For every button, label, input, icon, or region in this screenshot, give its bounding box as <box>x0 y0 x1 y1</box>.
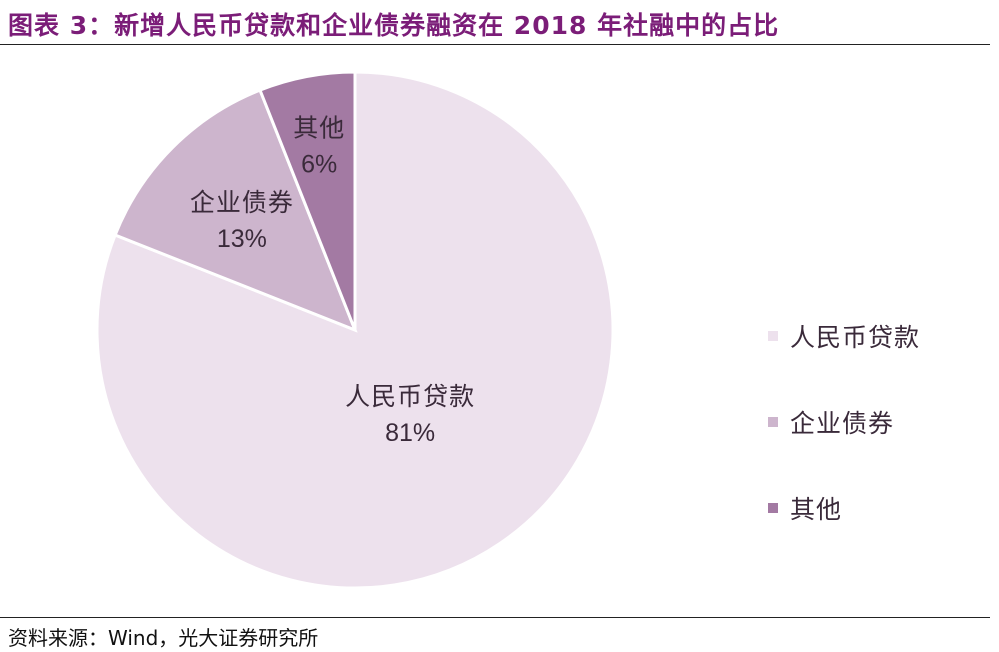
bottom-divider <box>0 617 990 618</box>
pie-labels: 人民币贷款 81% 企业债券 13% 其他 6% <box>190 113 475 447</box>
top-divider <box>0 44 990 45</box>
legend-label: 人民币贷款 <box>790 323 921 352</box>
pie-slices <box>95 70 615 590</box>
data-label-category: 企业债券 <box>190 188 294 217</box>
label-loans: 人民币贷款 81% <box>345 382 475 447</box>
data-label-category: 人民币贷款 <box>345 382 475 411</box>
chart-legend: 人民币贷款 企业债券 其他 <box>768 318 920 526</box>
legend-item-corporate-bonds: 企业债券 <box>768 404 920 440</box>
legend-swatch <box>768 331 778 341</box>
slice-corporate-bonds <box>113 88 358 333</box>
legend-item-other: 其他 <box>768 490 920 526</box>
data-label-category: 其他 <box>293 113 345 142</box>
chart-title: 图表 3：新增人民币贷款和企业债券融资在 2018 年社融中的占比 <box>8 11 780 40</box>
legend-label: 企业债券 <box>790 409 895 438</box>
legend-label: 其他 <box>790 495 843 524</box>
label-other: 其他 6% <box>293 113 345 178</box>
data-label-value: 81% <box>385 419 435 447</box>
legend-item-loans: 人民币贷款 <box>768 318 920 354</box>
legend-swatch <box>768 503 778 513</box>
data-label-value: 13% <box>217 225 267 253</box>
slice-other <box>258 70 357 331</box>
legend-swatch <box>768 417 778 427</box>
label-corporate-bonds: 企业债券 13% <box>190 188 294 253</box>
data-label-value: 6% <box>301 150 337 178</box>
source-note: 资料来源：Wind，光大证券研究所 <box>8 626 319 650</box>
